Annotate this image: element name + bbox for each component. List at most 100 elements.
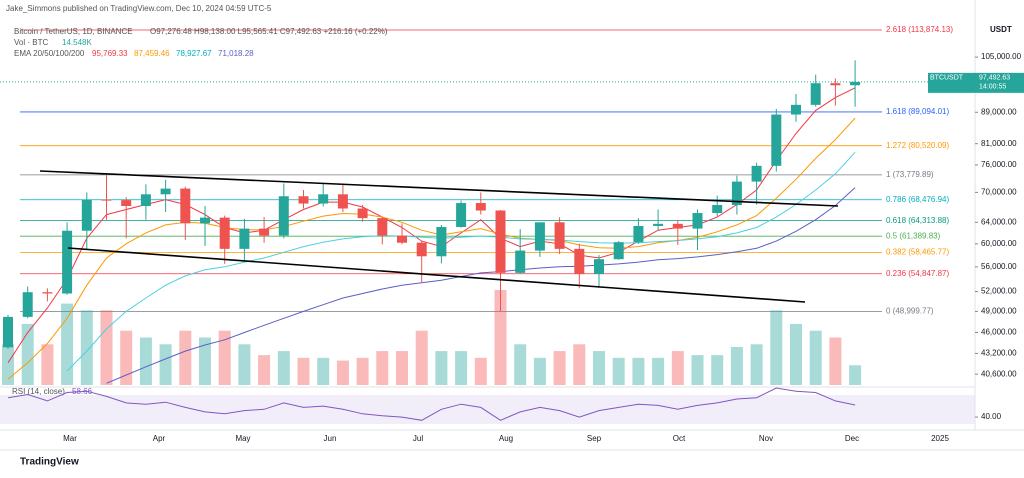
candle-body xyxy=(791,104,801,115)
volume-bar xyxy=(415,330,428,385)
volume-bar xyxy=(533,357,546,385)
y-tick-label: 70,000.00 xyxy=(981,187,1017,196)
volume-bar xyxy=(730,347,743,385)
volume-bar xyxy=(297,357,310,385)
candle-body xyxy=(475,203,486,211)
candle-body xyxy=(62,230,73,294)
volume-bar xyxy=(790,323,802,385)
volume-bar xyxy=(396,351,408,385)
candle-body xyxy=(416,242,427,257)
rsi-tick-label: 40.00 xyxy=(981,412,1002,421)
volume-bar xyxy=(61,303,74,385)
candle-body xyxy=(259,228,270,236)
x-tick-label: Aug xyxy=(499,434,513,443)
y-tick-label: 81,000.00 xyxy=(981,139,1017,148)
volume-bar xyxy=(770,310,783,385)
fib-label: 0 (48,999.77) xyxy=(886,307,934,316)
volume-bar xyxy=(494,290,507,385)
y-tick-label: 49,000.00 xyxy=(981,307,1017,316)
x-tick-label: Dec xyxy=(845,434,859,443)
candle-body xyxy=(456,203,467,228)
volume-bar xyxy=(376,351,389,385)
y-tick-label: 64,000.00 xyxy=(981,217,1017,226)
fib-label: 1.618 (89,094.01) xyxy=(886,107,949,116)
price-tag xyxy=(928,72,975,93)
candle-body xyxy=(81,199,92,231)
y-tick-label: 76,000.00 xyxy=(981,160,1017,169)
fib-label: 1.272 (80,520.09) xyxy=(886,141,949,150)
candle-body xyxy=(692,213,703,229)
candle-body xyxy=(397,235,407,243)
volume-bar xyxy=(593,351,605,385)
volume-bar xyxy=(435,351,448,385)
candle-body xyxy=(357,208,368,219)
ohlc: O97,276.48 H98,138.00 L95,565.41 C97,492… xyxy=(150,27,388,36)
fib-label: 2.618 (113,874.13) xyxy=(886,25,953,34)
candle-body xyxy=(337,194,348,209)
y-tick-label: 105,000.00 xyxy=(981,52,1022,61)
candle-body xyxy=(180,188,191,224)
candle-body xyxy=(22,292,33,317)
candle-body xyxy=(200,217,210,224)
candle-body xyxy=(298,196,309,204)
volume-bar xyxy=(711,355,724,385)
candle-body xyxy=(771,114,782,166)
candle-body xyxy=(613,242,624,260)
candle-body xyxy=(850,81,861,86)
rsi-line xyxy=(7,387,856,421)
volume-bar xyxy=(612,357,625,385)
candle-body xyxy=(534,222,545,251)
candle-body xyxy=(377,218,388,236)
volume-bar xyxy=(139,337,152,385)
trend-line xyxy=(39,170,839,207)
ema-label: EMA 20/50/100/200 xyxy=(14,49,85,58)
currency: USDT xyxy=(990,25,1012,34)
x-tick-label: 2025 xyxy=(931,434,949,443)
volume-bar xyxy=(2,344,14,385)
ema-line xyxy=(66,151,856,372)
fib-label: 0.5 (61,389.83) xyxy=(886,231,941,240)
plot: 2.618 (113,874.13) 1.618 (89,094.01) 1.272… xyxy=(0,25,975,385)
candle-body xyxy=(554,222,565,249)
volume-bar xyxy=(829,337,842,385)
volume-bar xyxy=(100,310,113,385)
volume-bar xyxy=(41,344,54,385)
volume-bar xyxy=(691,355,704,385)
x-tick-label: Nov xyxy=(759,434,773,443)
price-tag-symbol: BTCUSDT xyxy=(930,75,964,82)
fib-label: 0.618 (64,313.88) xyxy=(886,216,949,225)
volume-bar xyxy=(238,344,251,385)
candle-body xyxy=(3,316,13,348)
y-tick-label: 52,000.00 xyxy=(981,287,1017,296)
y-tick-label: 46,000.00 xyxy=(981,328,1017,337)
ema-value: 95,769.33 xyxy=(92,49,128,58)
x-tick-label: Oct xyxy=(673,434,686,443)
y-tick-label: 89,000.00 xyxy=(981,107,1017,116)
trend-line xyxy=(67,247,806,303)
volume-bar xyxy=(179,330,192,385)
x-tick-label: Jul xyxy=(413,434,423,443)
candle-body xyxy=(633,225,644,243)
price-tag-price: 97,492.63 xyxy=(979,75,1010,82)
fib-label: 0.382 (58,465.77) xyxy=(886,248,949,257)
volume-bar xyxy=(553,351,566,385)
symbol: Bitcoin / TetherUS, 1D, BINANCE xyxy=(14,27,133,36)
candle-body xyxy=(239,228,250,249)
ema-line xyxy=(7,117,856,380)
price-tag-countdown: 14:00:55 xyxy=(979,84,1006,91)
ema-value: 78,927.67 xyxy=(176,49,212,58)
volume-bar xyxy=(750,344,763,385)
footer-logo: TradingView xyxy=(20,457,79,468)
rsi-band xyxy=(0,395,975,424)
volume-bar xyxy=(671,351,684,385)
y-tick-label: 40,600.00 xyxy=(981,369,1017,378)
candle-body xyxy=(810,83,821,105)
publisher: Jake_Simmons published on TradingView.co… xyxy=(6,4,272,13)
x-tick-label: Apr xyxy=(153,434,166,443)
volume-bar xyxy=(652,357,665,385)
volume-bar xyxy=(474,357,487,385)
candle-body xyxy=(318,194,329,204)
volume-bar xyxy=(258,355,271,385)
x-tick-label: Jun xyxy=(324,434,337,443)
